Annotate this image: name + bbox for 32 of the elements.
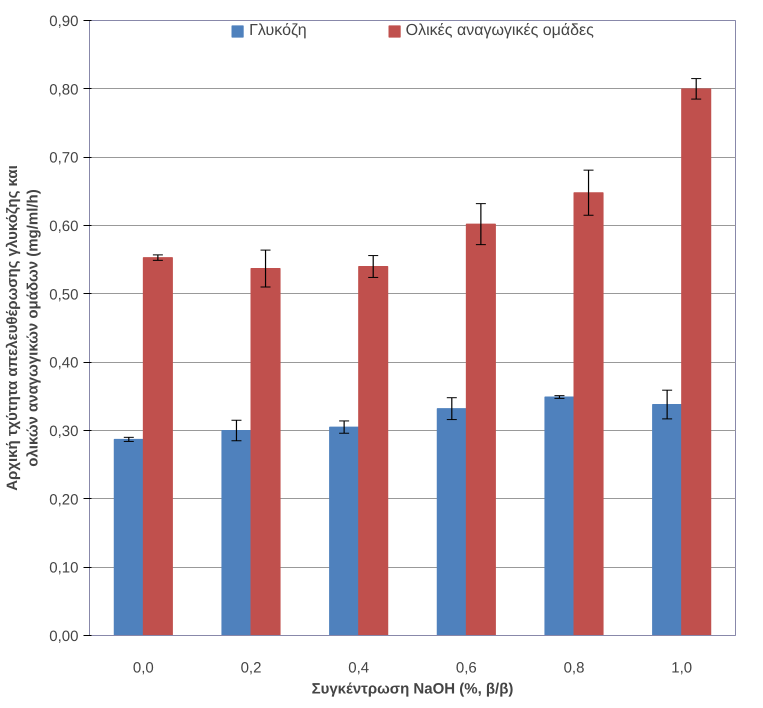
- legend-label: Γλυκόζη: [249, 22, 307, 40]
- y-tick-label: 0,50: [49, 286, 79, 304]
- bar: [652, 404, 682, 636]
- x-tick-label: 0,4: [348, 660, 370, 676]
- y-tick-label: 0,30: [49, 423, 79, 440]
- bar: [142, 257, 173, 636]
- y-tick-label: 0,60: [49, 218, 79, 235]
- bar: [221, 430, 252, 636]
- y-tick-label: 0,80: [49, 81, 79, 98]
- y-tick-label: 0,70: [49, 150, 79, 167]
- bar: [574, 192, 604, 636]
- bar: [358, 266, 388, 636]
- x-tick-label: 0,6: [456, 660, 477, 676]
- bar: [544, 396, 574, 636]
- x-axis-title: Συγκέντρωση NaOH (%, β/β): [312, 680, 514, 698]
- bar: [466, 224, 496, 636]
- y-tick-label: 0,90: [49, 13, 79, 30]
- bar: [250, 268, 281, 636]
- x-tick-label: 0,8: [564, 660, 584, 676]
- bar: [681, 88, 712, 636]
- bar: [114, 438, 144, 636]
- y-tick-label: 0,40: [49, 354, 79, 372]
- x-tick-label: 0,2: [240, 660, 262, 676]
- legend-label: Ολικές αναγωγικές ομάδες: [406, 22, 594, 40]
- x-tick-label: 0,0: [132, 660, 154, 676]
- bar: [436, 408, 467, 636]
- y-axis-title: Αρχική τχύτητα απελευθέρωσης γλυκόζης και ολικών αναγωγικών ομάδων (mg/ml/h): [4, 165, 42, 491]
- y-tick-label: 0,00: [49, 628, 79, 645]
- y-tick-label: 0,10: [49, 560, 79, 577]
- y-tick-label: 0,20: [49, 491, 79, 508]
- x-tick-label: 1,0: [671, 660, 692, 676]
- bar: [329, 426, 360, 636]
